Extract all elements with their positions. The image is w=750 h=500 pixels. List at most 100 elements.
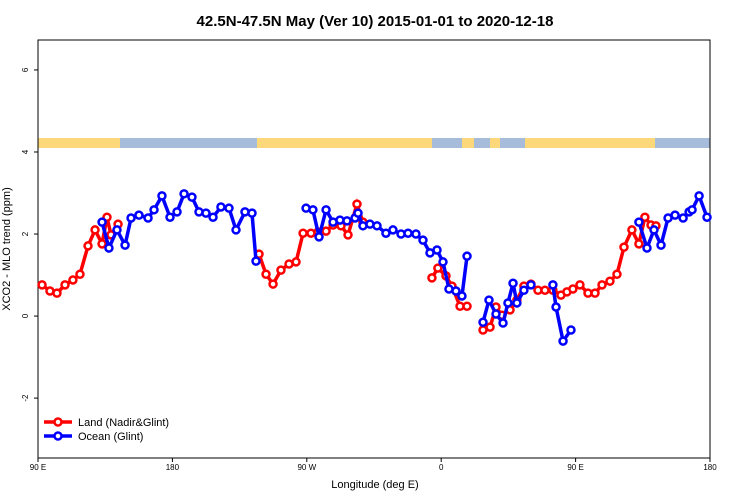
point bbox=[551, 302, 561, 312]
point bbox=[37, 280, 47, 290]
x-tick-label: 90 W bbox=[297, 463, 316, 472]
point bbox=[519, 285, 529, 295]
point bbox=[157, 191, 167, 201]
x-axis-label: Longitude (deg E) bbox=[331, 479, 418, 491]
y-tick-label: 2 bbox=[21, 231, 30, 236]
land-ocean-strip bbox=[38, 138, 710, 148]
point bbox=[433, 263, 443, 273]
point bbox=[640, 212, 650, 222]
point bbox=[247, 208, 257, 218]
point bbox=[172, 207, 182, 217]
point bbox=[418, 235, 428, 245]
point bbox=[268, 279, 278, 289]
series-line bbox=[100, 191, 709, 346]
point bbox=[276, 265, 286, 275]
legend-label: Ocean (Glint) bbox=[78, 431, 143, 443]
point bbox=[678, 213, 688, 223]
point bbox=[612, 269, 622, 279]
legend-label: Land (Nadir&Glint) bbox=[78, 417, 169, 429]
land-strip bbox=[525, 138, 655, 148]
point bbox=[649, 225, 659, 235]
point bbox=[590, 288, 600, 298]
point bbox=[702, 212, 712, 222]
point bbox=[68, 275, 78, 285]
point bbox=[457, 291, 467, 301]
point bbox=[388, 225, 398, 235]
land-strip bbox=[462, 138, 474, 148]
point bbox=[143, 213, 153, 223]
point bbox=[540, 285, 550, 295]
point bbox=[134, 210, 144, 220]
point bbox=[451, 286, 461, 296]
point bbox=[642, 243, 652, 253]
x-tick-label: 0 bbox=[439, 463, 444, 472]
land-strip bbox=[257, 138, 432, 148]
y-tick-label: 0 bbox=[21, 313, 30, 318]
point bbox=[627, 225, 637, 235]
point bbox=[231, 225, 241, 235]
point bbox=[687, 205, 697, 215]
point bbox=[372, 221, 382, 231]
point bbox=[187, 192, 197, 202]
point bbox=[484, 295, 494, 305]
land-strip bbox=[38, 138, 120, 148]
point bbox=[261, 269, 271, 279]
point bbox=[353, 208, 363, 218]
point bbox=[60, 280, 70, 290]
point bbox=[491, 309, 501, 319]
point bbox=[438, 257, 448, 267]
point bbox=[512, 298, 522, 308]
point bbox=[427, 273, 437, 283]
point bbox=[216, 202, 226, 212]
point bbox=[432, 245, 442, 255]
legend-marker bbox=[53, 431, 63, 441]
point bbox=[291, 257, 301, 267]
point bbox=[558, 336, 568, 346]
point bbox=[321, 226, 331, 236]
point bbox=[126, 213, 136, 223]
legend-marker bbox=[53, 417, 63, 427]
point bbox=[201, 208, 211, 218]
y-tick-label: 4 bbox=[21, 149, 30, 154]
point bbox=[342, 216, 352, 226]
point bbox=[97, 239, 107, 249]
point bbox=[485, 322, 495, 332]
point bbox=[619, 242, 629, 252]
point bbox=[566, 325, 576, 335]
point bbox=[165, 212, 175, 222]
point bbox=[298, 228, 308, 238]
point bbox=[634, 239, 644, 249]
x-tick-label: 180 bbox=[166, 463, 180, 472]
point bbox=[343, 230, 353, 240]
point bbox=[321, 205, 331, 215]
y-axis-label: XCO2 - MLO trend (ppm) bbox=[1, 187, 13, 310]
point bbox=[575, 280, 585, 290]
point bbox=[179, 189, 189, 199]
y-tick-label: -2 bbox=[21, 394, 30, 402]
point bbox=[224, 203, 234, 213]
point bbox=[670, 210, 680, 220]
point bbox=[508, 278, 518, 289]
point bbox=[605, 276, 615, 286]
point bbox=[83, 241, 93, 251]
point bbox=[403, 228, 413, 238]
point bbox=[314, 232, 324, 242]
point bbox=[634, 217, 644, 227]
point bbox=[97, 217, 107, 227]
point bbox=[120, 240, 130, 250]
land-strip bbox=[490, 138, 500, 148]
point bbox=[503, 298, 513, 308]
point bbox=[597, 280, 607, 290]
x-tick-label: 180 bbox=[703, 463, 717, 472]
point bbox=[568, 284, 578, 294]
point bbox=[462, 301, 472, 311]
point bbox=[381, 228, 391, 238]
point bbox=[694, 191, 704, 201]
point bbox=[498, 318, 508, 328]
x-tick-label: 90 E bbox=[30, 463, 46, 472]
chart-title: 42.5N-47.5N May (Ver 10) 2015-01-01 to 2… bbox=[197, 13, 554, 30]
point bbox=[208, 212, 218, 222]
point bbox=[90, 225, 100, 235]
point bbox=[411, 229, 421, 239]
